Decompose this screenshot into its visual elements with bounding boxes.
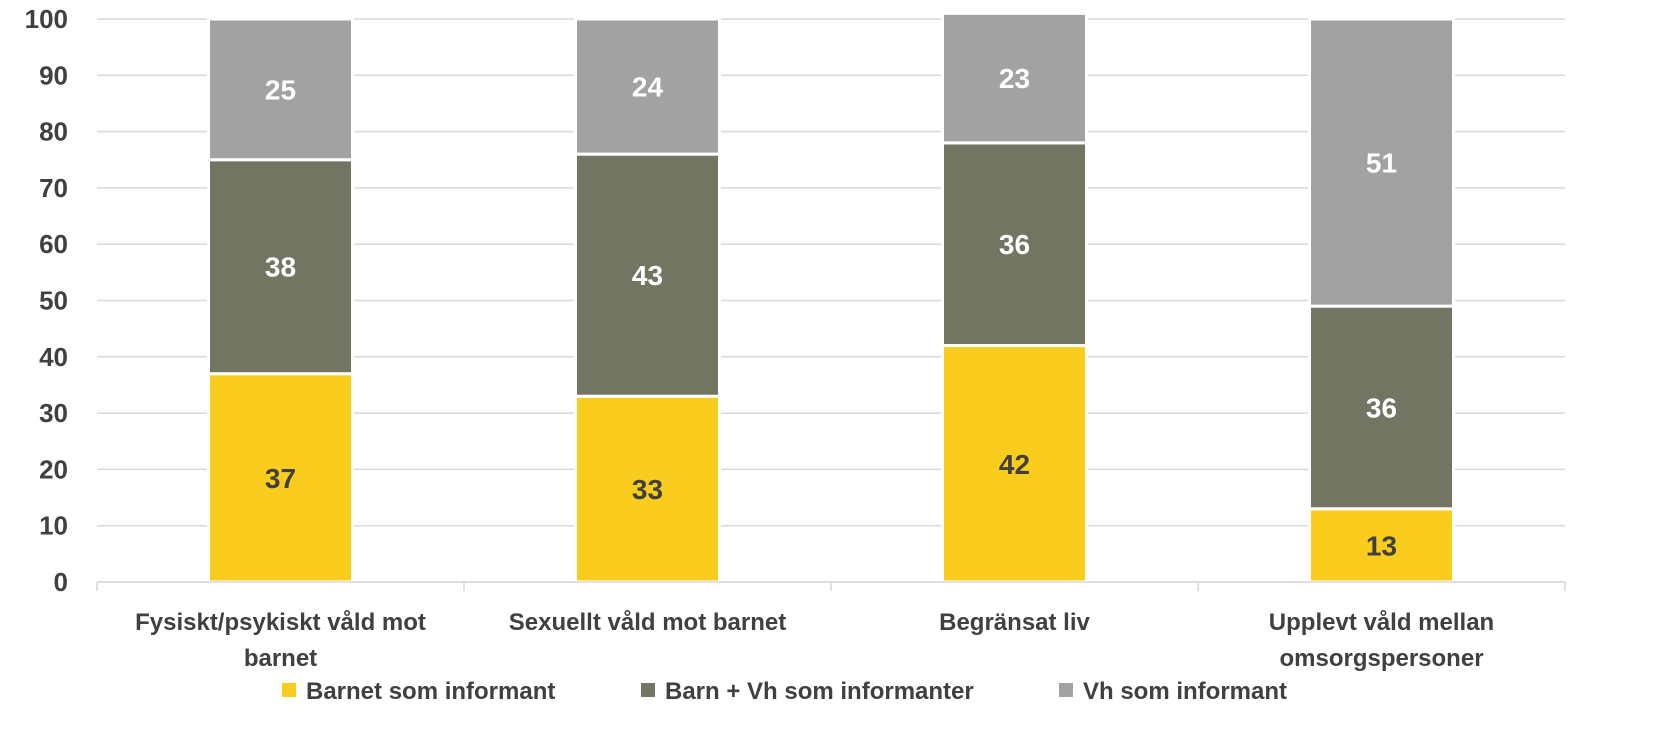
legend-swatch	[1059, 683, 1073, 697]
x-category-label: Upplevt våld mellan omsorgspersoner	[1269, 609, 1494, 672]
data-label: 24	[632, 72, 664, 103]
y-tick-label: 60	[39, 229, 68, 259]
data-label: 38	[265, 252, 296, 283]
data-label: 23	[999, 63, 1030, 94]
y-tick-label: 90	[39, 60, 68, 90]
y-tick-label: 30	[39, 398, 68, 428]
bar-segment	[941, 11, 1088, 145]
data-label: 36	[999, 229, 1030, 260]
y-tick-label: 80	[39, 117, 68, 147]
data-label: 25	[265, 74, 296, 105]
x-category-label-line: Begränsat liv	[939, 609, 1090, 636]
data-label: 13	[1366, 530, 1397, 561]
x-category-label: Begränsat liv	[939, 609, 1090, 636]
bar-segment	[574, 394, 721, 584]
legend-swatch	[282, 683, 296, 697]
legend: Barnet som informant Barn + Vh som inform…	[282, 678, 1287, 705]
y-tick-label: 10	[39, 511, 68, 541]
legend-item: Barnet som informant	[282, 678, 555, 705]
data-label: 51	[1366, 148, 1397, 179]
x-category-label-line: Upplevt våld mellan	[1269, 609, 1494, 636]
data-label: 37	[265, 463, 296, 494]
data-label: 36	[1366, 392, 1397, 423]
y-tick-label: 40	[39, 342, 68, 372]
legend-swatch	[641, 683, 655, 697]
bar-segment	[207, 17, 354, 162]
x-category-label-line: Fysiskt/psykiskt våld mot	[135, 609, 426, 636]
bar-segment	[1308, 507, 1455, 584]
data-label: 42	[999, 449, 1030, 480]
bar-segment	[1308, 304, 1455, 511]
bar-segment	[1308, 17, 1455, 308]
x-category-label-line: omsorgspersoner	[1279, 645, 1483, 672]
bar-segment	[574, 17, 721, 156]
legend-item: Barn + Vh som informanter	[641, 678, 974, 705]
data-label: 43	[632, 260, 663, 291]
y-axis: 0 10 20 30 40 50 60 70 80 90 100	[25, 4, 68, 597]
data-label: 33	[632, 474, 663, 505]
bars: 37 38 25 33 43 24 42 36 23 13 36 51	[207, 11, 1455, 584]
x-axis: Fysiskt/psykiskt våld mot barnet Sexuellt …	[96, 581, 1566, 672]
y-tick-label: 0	[54, 567, 68, 597]
bar-segment	[207, 158, 354, 376]
bar-segment	[574, 152, 721, 398]
legend-item: Vh som informant	[1059, 678, 1287, 705]
y-tick-label: 20	[39, 454, 68, 484]
bar-segment	[207, 372, 354, 584]
legend-label: Barnet som informant	[306, 678, 555, 705]
y-tick-label: 50	[39, 286, 68, 316]
x-category-label-line: Sexuellt våld mot barnet	[509, 609, 786, 636]
x-category-label: Fysiskt/psykiskt våld mot barnet	[135, 609, 426, 672]
legend-label: Vh som informant	[1083, 678, 1287, 705]
legend-label: Barn + Vh som informanter	[665, 678, 974, 705]
y-tick-label: 70	[39, 173, 68, 203]
x-category-label-line: barnet	[244, 645, 317, 672]
x-category-label: Sexuellt våld mot barnet	[509, 609, 786, 636]
y-tick-label: 100	[25, 4, 68, 34]
